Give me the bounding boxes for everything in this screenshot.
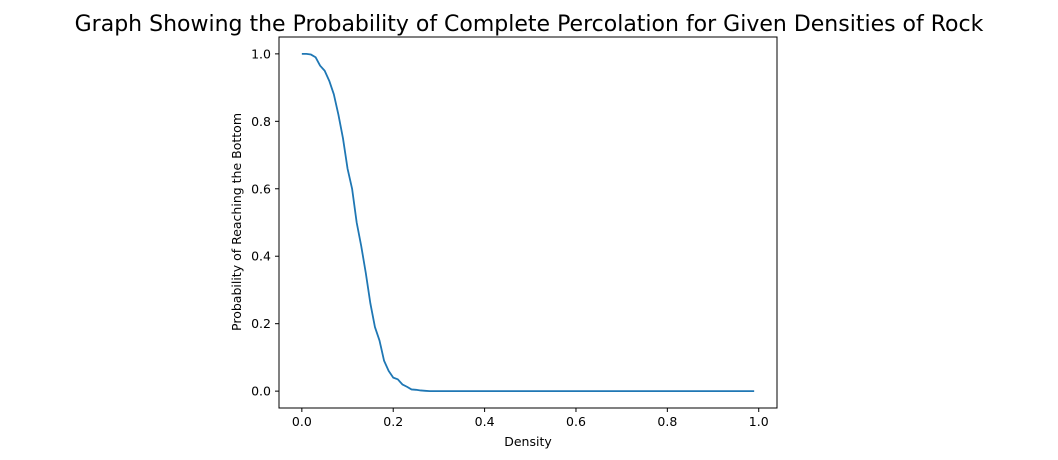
x-tick-label: 1.0: [749, 414, 769, 429]
axes-frame: [278, 36, 778, 409]
y-axis-label: Probability of Reaching the Bottom: [229, 113, 244, 331]
y-tick-label: 0.4: [251, 249, 271, 264]
y-tick-label: 1.0: [251, 46, 271, 61]
x-tick-label: 0.6: [566, 414, 586, 429]
y-axis: 0.0 0.2 0.4 0.6 0.8 1.0: [251, 46, 279, 399]
series-line-0: [301, 52, 755, 393]
y-tick-label: 0.0: [251, 384, 271, 399]
x-tick-label: 0.0: [292, 414, 312, 429]
y-tick-label: 0.2: [251, 316, 271, 331]
x-tick-label: 0.2: [383, 414, 403, 429]
x-tick-label: 0.8: [657, 414, 677, 429]
y-tick-label: 0.6: [251, 181, 271, 196]
chart-title: Graph Showing the Probability of Complet…: [75, 12, 984, 37]
x-axis: 0.0 0.2 0.4 0.6 0.8 1.0: [292, 408, 769, 429]
plot-area: [301, 52, 755, 393]
x-tick-label: 0.4: [475, 414, 495, 429]
x-axis-label: Density: [504, 434, 552, 449]
y-tick-label: 0.8: [251, 114, 271, 129]
